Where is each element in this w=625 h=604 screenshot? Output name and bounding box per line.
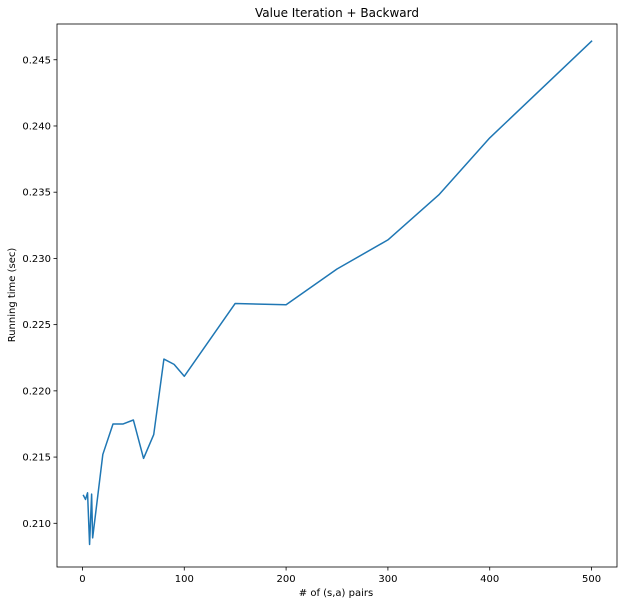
x-axis-ticks: 0 100 200 300 400 500 — [79, 567, 601, 585]
x-tick-label: 0 — [79, 574, 85, 585]
x-axis-label: # of (s,a) pairs — [299, 588, 373, 599]
x-tick-label: 400 — [480, 574, 499, 585]
x-tick-label: 200 — [277, 574, 296, 585]
x-tick-label: 500 — [582, 574, 601, 585]
y-tick-label: 0.235 — [22, 188, 51, 199]
x-tick-label: 300 — [378, 574, 397, 585]
chart-title: Value Iteration + Backward — [255, 6, 419, 20]
plot-area — [56, 23, 618, 568]
plot-frame — [56, 23, 618, 568]
x-tick-label: 100 — [175, 574, 194, 585]
y-tick-label: 0.240 — [22, 121, 51, 132]
y-tick-label: 0.210 — [22, 519, 51, 530]
y-tick-label: 0.215 — [22, 453, 51, 464]
y-tick-label: 0.225 — [22, 320, 51, 331]
series-line-0 — [82, 40, 593, 546]
y-tick-label: 0.230 — [22, 254, 51, 265]
y-tick-label: 0.220 — [22, 386, 51, 397]
y-axis-label: Running time (sec) — [7, 248, 18, 343]
y-axis-ticks: 0.210 0.215 0.220 0.225 0.230 0.235 0.240 0.245 — [22, 55, 57, 530]
y-tick-label: 0.245 — [22, 55, 51, 66]
